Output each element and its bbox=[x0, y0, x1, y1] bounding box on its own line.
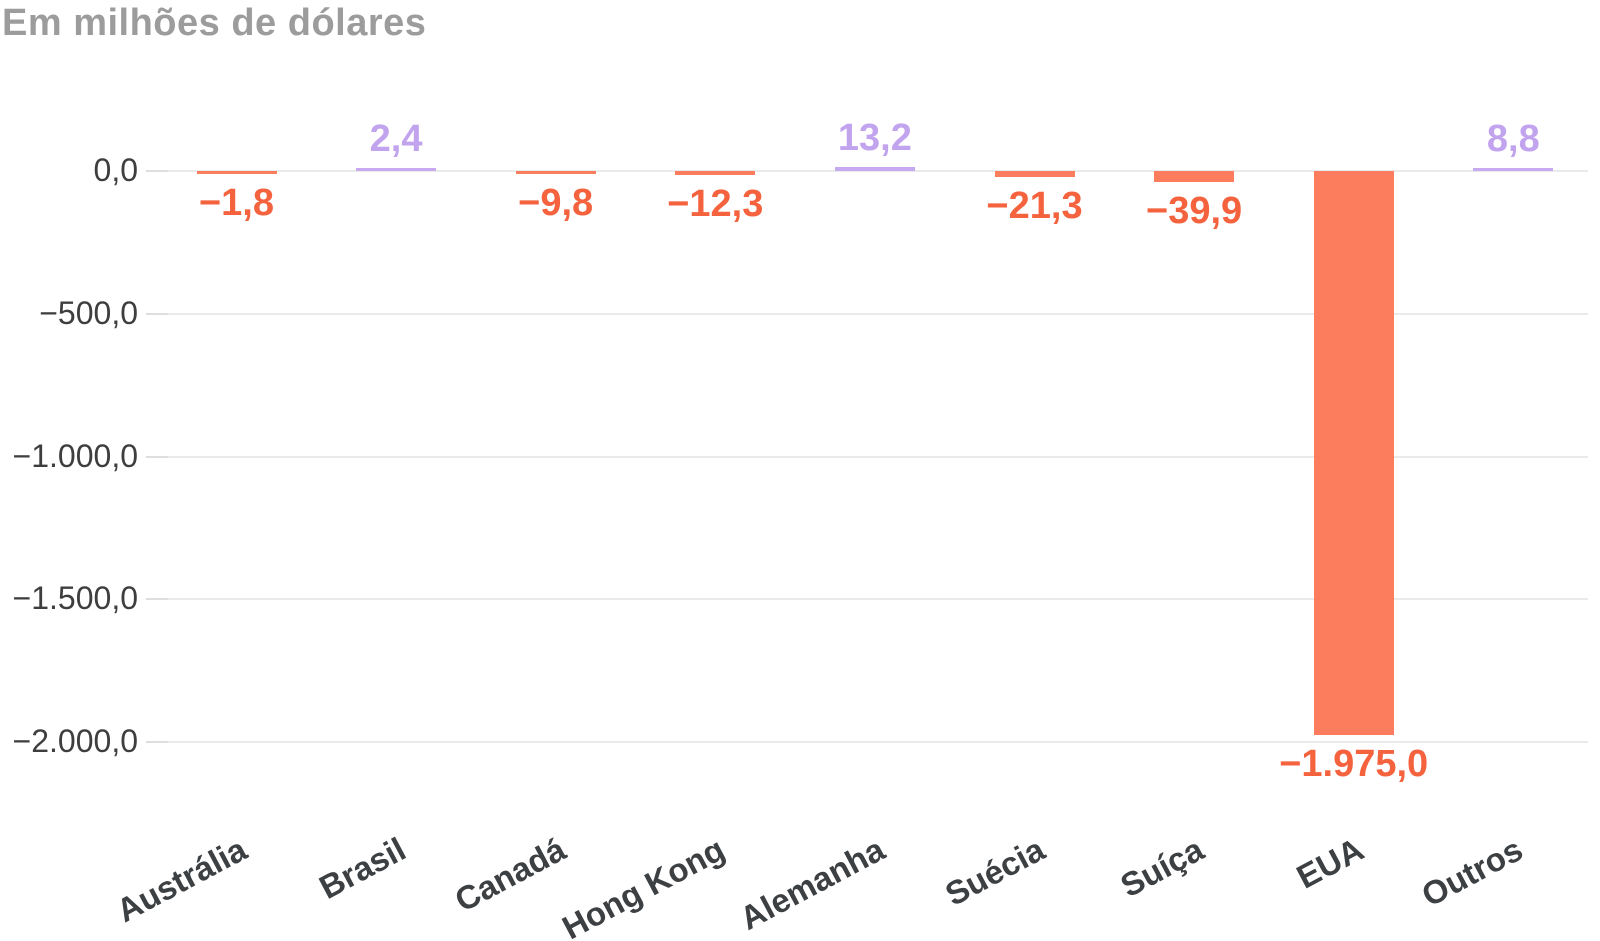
gridline bbox=[146, 312, 1588, 315]
y-axis-tick bbox=[146, 170, 168, 172]
y-axis-tick bbox=[146, 455, 168, 458]
y-axis-tick bbox=[146, 312, 168, 315]
y-axis-tick-label: −500,0 bbox=[39, 294, 138, 331]
y-axis-tick bbox=[146, 741, 168, 743]
bar-1 bbox=[196, 171, 277, 174]
bar-value-label: −9,8 bbox=[518, 182, 594, 224]
x-axis-category-label: Austrália bbox=[109, 830, 252, 930]
bar-value-label: 2,4 bbox=[369, 118, 423, 160]
bar-value-label: −1,8 bbox=[198, 182, 275, 224]
bar-5 bbox=[834, 167, 915, 171]
bar-value-label: −39,9 bbox=[1146, 190, 1243, 233]
bar-2 bbox=[356, 168, 437, 171]
bar-4 bbox=[675, 171, 756, 175]
chart-title: Em milhões de dólares bbox=[2, 2, 427, 44]
y-axis-tick-label: −1.500,0 bbox=[12, 580, 138, 617]
y-axis-tick-label: −1.000,0 bbox=[12, 437, 138, 474]
bar-value-label: −12,3 bbox=[667, 182, 764, 225]
bar-9 bbox=[1473, 168, 1554, 171]
bar-6 bbox=[994, 171, 1075, 178]
bar-value-label: −21,3 bbox=[986, 185, 1083, 228]
bar-value-label: 13,2 bbox=[837, 117, 912, 160]
gridline bbox=[146, 170, 1588, 172]
y-axis-tick-label: 0,0 bbox=[93, 152, 138, 188]
y-axis-tick-label: −2.000,0 bbox=[12, 723, 138, 759]
gridline bbox=[146, 741, 1588, 743]
bar-8 bbox=[1313, 171, 1394, 735]
gridline bbox=[146, 598, 1588, 601]
y-axis-tick bbox=[146, 598, 168, 601]
bar-3 bbox=[515, 171, 596, 174]
bar-value-label: 8,8 bbox=[1486, 118, 1540, 160]
gridline bbox=[146, 455, 1588, 458]
bar-7 bbox=[1154, 171, 1235, 183]
bar-value-label: −1.975,0 bbox=[1279, 742, 1429, 785]
